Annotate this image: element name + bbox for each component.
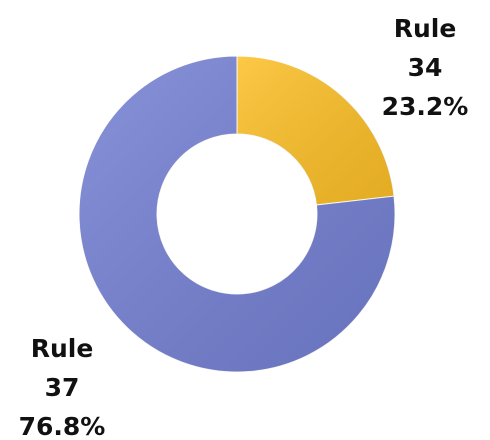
slice-name: Rule 34 (394, 14, 457, 82)
slice-shade (237, 56, 394, 205)
slice-name-line: Rule (394, 14, 457, 43)
slice-shade (79, 56, 396, 372)
slice-name: Rule 37 (31, 334, 94, 402)
slice-value-label: 23.2% (382, 92, 469, 121)
slice-name-line: 37 (45, 373, 80, 402)
slice-value-label: 76.8% (19, 412, 106, 440)
slice-name-line: 34 (408, 53, 443, 82)
slice-name-line: Rule (31, 334, 94, 363)
